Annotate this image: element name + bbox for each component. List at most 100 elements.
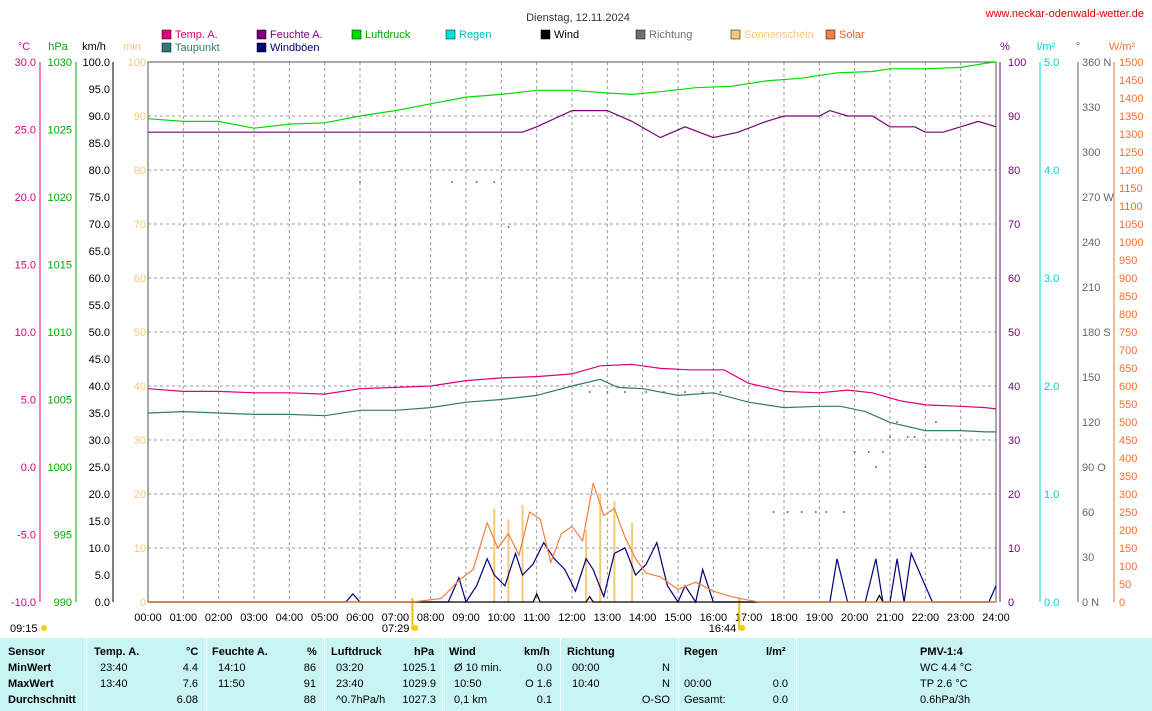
x-tick-label: 05:00	[311, 612, 339, 624]
solar-tick-label: 1000	[1119, 237, 1143, 249]
direction-point	[843, 511, 846, 513]
sunrise-label: 07:29	[382, 623, 410, 635]
direction-tick-label: 90 O	[1082, 462, 1106, 474]
stats-cell-label: MaxWert	[8, 678, 54, 690]
direction-tick-label: 180 S	[1082, 327, 1111, 339]
solar-tick-label: 700	[1119, 345, 1137, 357]
temp-tick-label: 20.0	[15, 192, 36, 204]
humidity-tick-label: 60	[1008, 273, 1020, 285]
stats-cell-pres-val: 1029.9	[402, 678, 436, 690]
wind-unit-label: km/h	[82, 41, 106, 53]
wind-tick-label: 25.0	[89, 462, 110, 474]
solar-tick-label: 850	[1119, 291, 1137, 303]
direction-tick-label: 30	[1082, 552, 1094, 564]
direction-unit-label: °	[1076, 41, 1080, 53]
x-tick-label: 03:00	[240, 612, 268, 624]
pressure-tick-label: 1020	[48, 192, 72, 204]
header-humidity: Feuchte A.	[212, 646, 268, 658]
solar-tick-label: 1400	[1119, 93, 1143, 105]
series-line-taupunkt	[147, 378, 996, 433]
legend-swatch	[825, 29, 836, 40]
sun-tick-label: 40	[134, 381, 146, 393]
solar-tick-label: 400	[1119, 453, 1137, 465]
sun-tick-label: 0	[140, 597, 146, 609]
sunrise-icon	[412, 625, 419, 631]
direction-point	[881, 451, 884, 453]
direction-tick-label: 360 N	[1082, 57, 1111, 69]
humidity-tick-label: 50	[1008, 327, 1020, 339]
temp-tick-label: 0.0	[21, 462, 36, 474]
legend-label: Windböen	[270, 42, 320, 54]
x-tick-label: 20:00	[841, 612, 869, 624]
legend-swatch	[161, 29, 172, 40]
legend-label: Taupunkt	[175, 42, 220, 54]
solar-tick-label: 100	[1119, 561, 1137, 573]
sun-tick-label: 20	[134, 489, 146, 501]
direction-point	[889, 436, 891, 438]
direction-tick-label: 0 N	[1082, 597, 1099, 609]
sun-tick-label: 60	[134, 273, 146, 285]
temp-tick-label: 30.0	[15, 57, 36, 69]
weather-chart: 30.025.020.015.010.05.00.0-5.0-10.0°C103…	[10, 8, 1144, 635]
wind-tick-label: 65.0	[89, 246, 110, 258]
legend-label: Wind	[554, 29, 579, 41]
direction-point	[874, 466, 877, 468]
stats-cell-dir-val: N	[662, 662, 670, 674]
legend-label: Regen	[459, 29, 491, 41]
x-tick-label: 23:00	[947, 612, 975, 624]
sunset-icon	[739, 625, 746, 631]
x-tick-label: 17:00	[735, 612, 763, 624]
header-pressure-unit: hPa	[414, 646, 435, 658]
temp-tick-label: 25.0	[15, 125, 36, 137]
stats-cell-dir-time: 00:00	[572, 662, 600, 674]
header-wind: Wind	[449, 646, 476, 658]
solar-tick-label: 950	[1119, 255, 1137, 267]
solar-tick-label: 500	[1119, 417, 1137, 429]
humidity-unit-label: %	[1000, 41, 1010, 53]
legend-label: Feuchte A.	[270, 29, 323, 41]
sun-tick-label: 50	[134, 327, 146, 339]
solar-tick-label: 800	[1119, 309, 1137, 321]
stats-cell-pmv: WC 4.4 °C	[920, 662, 973, 674]
direction-point	[786, 511, 789, 513]
solar-tick-label: 1450	[1119, 75, 1143, 87]
x-tick-label: 15:00	[664, 612, 692, 624]
stats-cell-hum-time: 14:10	[218, 662, 246, 674]
direction-point	[924, 466, 927, 468]
direction-tick-label: 240	[1082, 237, 1100, 249]
pressure-tick-label: 990	[54, 597, 72, 609]
temp-tick-label: 15.0	[15, 260, 36, 272]
x-tick-label: 13:00	[594, 612, 622, 624]
header-pressure: Luftdruck	[331, 646, 382, 658]
x-tick-label: 06:00	[346, 612, 374, 624]
x-tick-label: 07:00	[382, 612, 410, 624]
x-tick-label: 18:00	[770, 612, 798, 624]
legend-label: Richtung	[649, 29, 692, 41]
sun-unit-label: min	[123, 41, 141, 53]
direction-tick-label: 210	[1082, 282, 1100, 294]
x-tick-label: 09:00	[452, 612, 480, 624]
direction-tick-label: 300	[1082, 147, 1100, 159]
x-tick-label: 00:00	[134, 612, 162, 624]
solar-tick-label: 1200	[1119, 165, 1143, 177]
solar-tick-label: 900	[1119, 273, 1137, 285]
stats-cell-pres-time: 03:20	[336, 662, 364, 674]
wind-tick-label: 35.0	[89, 408, 110, 420]
legend-swatch	[256, 29, 267, 40]
sun-tick-label: 10	[134, 543, 146, 555]
stats-cell-temp-time: 23:40	[100, 662, 128, 674]
humidity-tick-label: 0	[1008, 597, 1014, 609]
solar-tick-label: 1150	[1119, 183, 1143, 195]
wind-tick-label: 0.0	[95, 597, 110, 609]
direction-tick-label: 120	[1082, 417, 1100, 429]
rain-unit-label: l/m²	[1037, 41, 1056, 53]
stats-cell-dir-val: O-SO	[641, 694, 670, 706]
website-link[interactable]: www.neckar-odenwald-wetter.de	[985, 8, 1144, 20]
wind-tick-label: 75.0	[89, 192, 110, 204]
sun-tick-label: 100	[128, 57, 146, 69]
header-sensor: Sensor	[8, 646, 46, 658]
pressure-tick-label: 1010	[48, 327, 72, 339]
sun-tick-label: 80	[134, 165, 146, 177]
stats-cell-label: MinWert	[8, 662, 52, 674]
solar-unit-label: W/m²	[1109, 41, 1136, 53]
